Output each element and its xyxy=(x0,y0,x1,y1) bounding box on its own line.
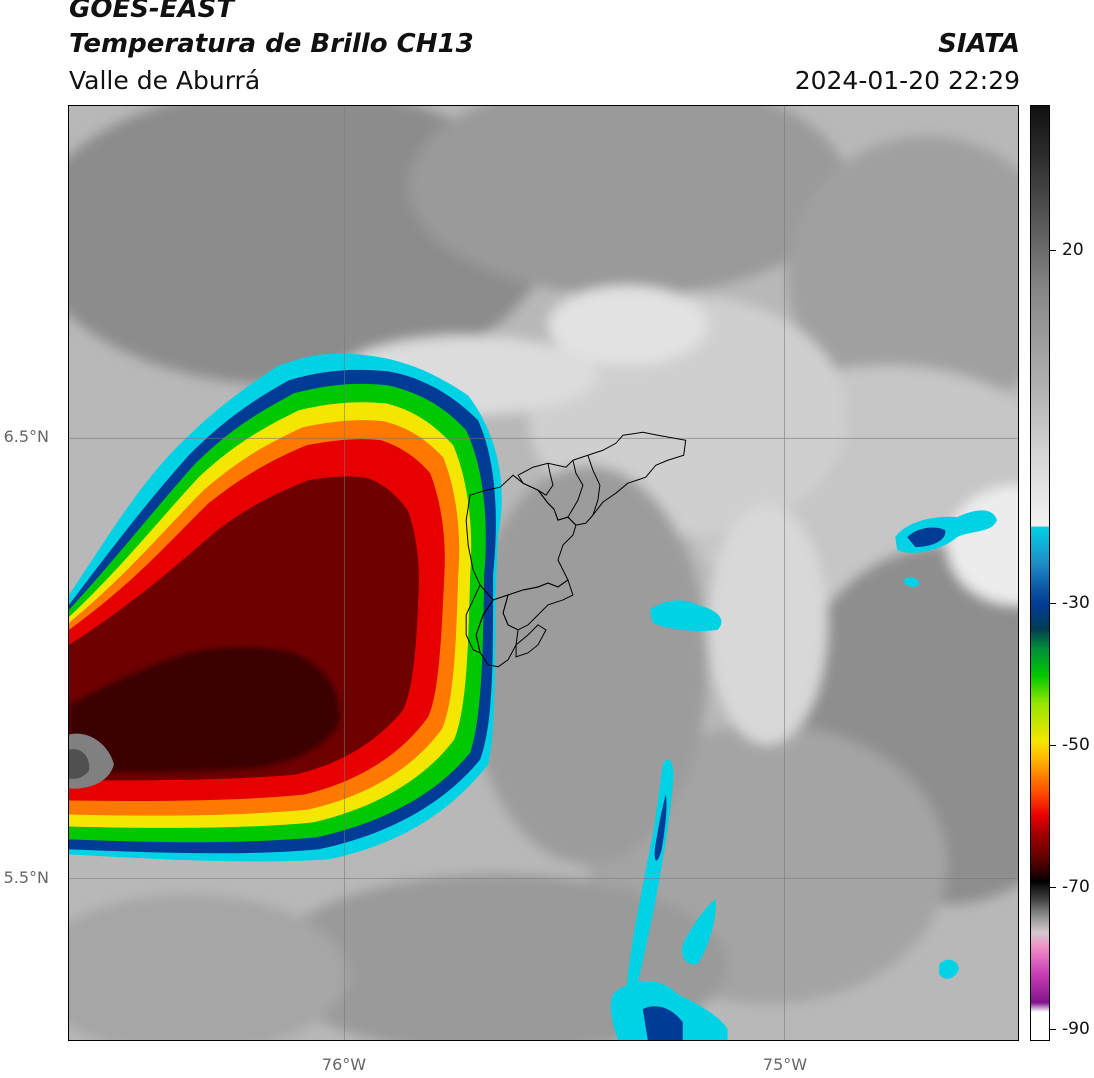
cloud-texture xyxy=(69,106,1018,1040)
satellite-map[interactable] xyxy=(68,105,1019,1041)
colorbar-label-minus30: -30 xyxy=(1062,593,1090,613)
colorbar-label-20: 20 xyxy=(1062,240,1084,260)
timestamp-label: 2024-01-20 22:29 xyxy=(794,66,1020,95)
colorbar-tick xyxy=(1050,887,1056,888)
colorbar-tick xyxy=(1050,745,1056,746)
region-subtitle: Valle de Aburrá xyxy=(69,66,261,95)
channel-title: Temperatura de Brillo CH13 xyxy=(69,29,474,59)
lon-label-75w: 75°W xyxy=(762,1055,808,1074)
lat-label-6-5: 6.5°N xyxy=(3,427,49,446)
lat-label-5-5: 5.5°N xyxy=(3,868,49,887)
lon-label-76w: 76°W xyxy=(321,1055,367,1074)
brand-label: SIATA xyxy=(938,29,1020,59)
colorbar-label-minus50: -50 xyxy=(1062,735,1090,755)
colorbar xyxy=(1030,105,1050,1041)
gridlines xyxy=(69,106,1018,1040)
colorbar-label-minus90: -90 xyxy=(1062,1019,1090,1039)
colorbar-tick xyxy=(1050,1029,1056,1030)
colorbar-tick xyxy=(1050,250,1056,251)
cold-cloud-patches xyxy=(610,510,998,1040)
colorbar-label-minus70: -70 xyxy=(1062,877,1090,897)
product-title: GOES-EAST xyxy=(69,0,235,24)
colorbar-tick xyxy=(1050,603,1056,604)
storm-cell xyxy=(69,353,502,862)
satellite-image xyxy=(69,106,1018,1040)
municipality-outlines xyxy=(465,431,687,668)
